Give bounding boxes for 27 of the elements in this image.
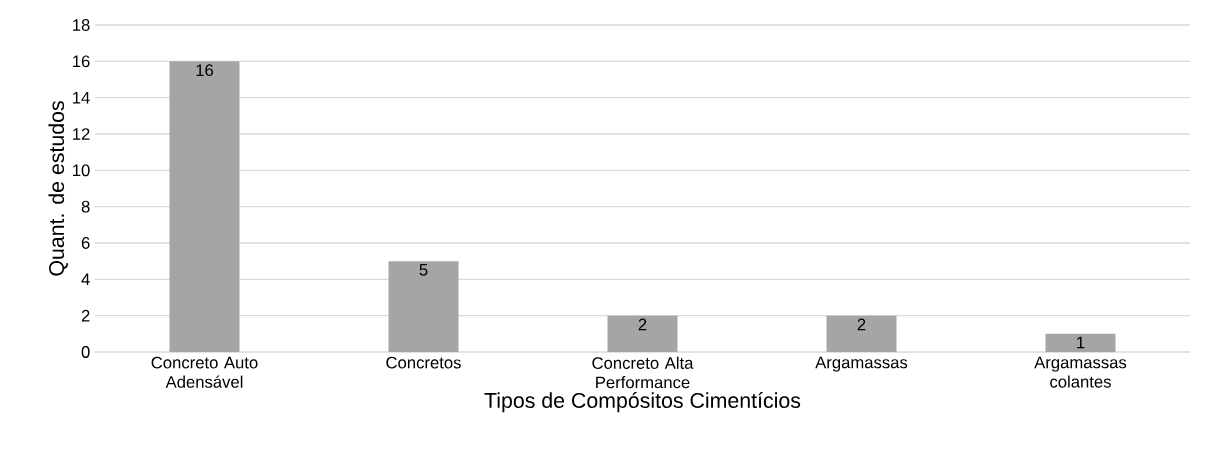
- y-tick-label: 0: [81, 346, 90, 358]
- y-tick-label: 4: [81, 273, 90, 286]
- bar: [607, 315, 678, 352]
- bar: [826, 315, 897, 352]
- y-tick-label: 18: [73, 19, 90, 31]
- y-tick-label: 14: [73, 91, 90, 104]
- bar: [169, 61, 240, 352]
- x-tick-label: Concreto Auto Adensável: [151, 356, 258, 388]
- x-axis-title: Tipos de Compósitos Cimentícios: [484, 392, 801, 413]
- y-axis-title: Quant. de estudos: [48, 101, 68, 276]
- x-tick-label: Argamassas colantes: [1034, 356, 1127, 388]
- y-tick-label: 8: [81, 200, 90, 213]
- bar: [388, 261, 459, 352]
- bar: [1045, 333, 1116, 352]
- x-tick-label: Concreto Alta Performance: [592, 356, 694, 389]
- data-label: 5: [419, 264, 428, 276]
- x-tick-label: Argamassas: [815, 356, 908, 372]
- y-tick-label: 16: [73, 55, 90, 68]
- x-tick-label: Concretos: [386, 356, 461, 369]
- data-label: 2: [857, 318, 866, 331]
- y-tick-label: 10: [73, 164, 90, 177]
- y-tick-label: 6: [81, 237, 90, 249]
- data-label: 2: [638, 318, 647, 331]
- data-label: 1: [1077, 336, 1085, 349]
- y-tick-label: 2: [81, 309, 90, 322]
- y-tick-label: 12: [73, 128, 90, 140]
- data-label: 16: [196, 64, 214, 77]
